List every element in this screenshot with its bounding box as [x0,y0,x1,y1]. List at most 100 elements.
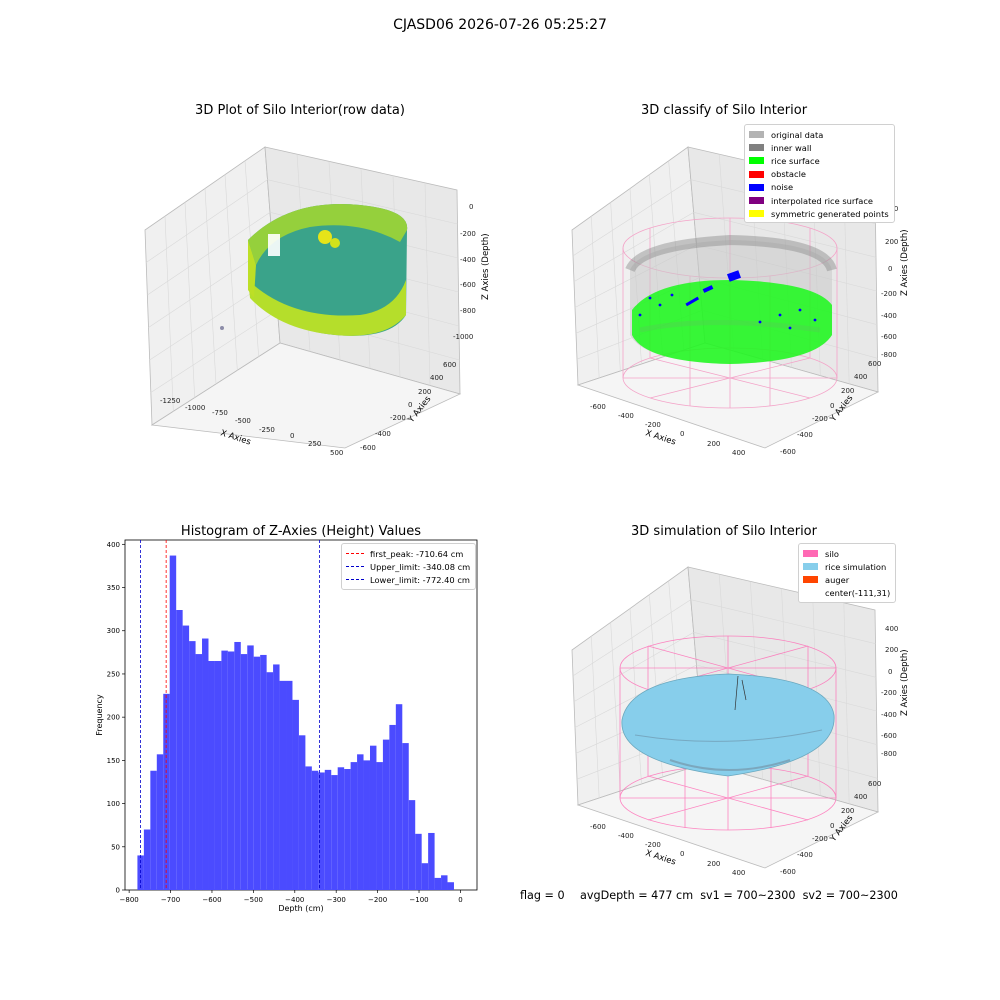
histogram-bar [363,760,370,890]
histogram-reference-lines [140,540,321,890]
simulation-legend-item: silo [803,547,890,560]
simulation-x-label: X Axies [644,848,677,867]
svg-text:200: 200 [841,807,854,815]
svg-text:-400: -400 [618,832,634,840]
histogram-bar [169,555,177,890]
classify-rice-surface [632,280,832,364]
simulation-legend-item: rice simulation [803,560,890,573]
simulation-x-ticks: -600 -400 -200 0 200 400 [590,823,745,877]
classify-legend-swatch [749,131,764,139]
histogram-bar [389,724,396,890]
classify-legend-swatch [749,157,764,165]
x-tick-label: −500 [244,896,263,904]
classify-legend-item: interpolated rice surface [749,194,889,207]
svg-text:-600: -600 [360,444,376,452]
x-tick-label: −300 [327,896,346,904]
svg-text:-200: -200 [460,230,476,238]
raw-z-label: Z Axies (Depth) [481,233,491,300]
svg-text:-250: -250 [259,426,275,434]
x-tick-label: 0 [458,896,462,904]
classify-x-label: X Axies [644,428,677,447]
svg-text:400: 400 [854,373,867,381]
histogram-x-label: Depth (cm) [278,904,323,913]
histogram-bar [344,769,351,890]
classify-legend-item: symmetric generated points [749,207,889,220]
histogram-bar [279,680,287,890]
svg-text:-400: -400 [797,431,813,439]
histogram-bar [434,877,442,890]
svg-text:-200: -200 [645,421,661,429]
classify-x-ticks: -600 -400 -200 0 200 400 [590,403,745,457]
classify-legend-swatch [749,183,764,191]
classify-legend-label: inner wall [771,142,812,153]
histogram-bars [137,555,454,890]
y-tick-label: 200 [107,714,120,722]
classify-y-ticks: 600 400 200 0 -200 -400 -600 [780,360,881,456]
histogram-legend-label: first_peak: -710.64 cm [370,548,464,559]
grid-line [843,602,850,804]
svg-text:200: 200 [707,440,720,448]
svg-text:500: 500 [330,449,343,457]
svg-text:0: 0 [888,668,892,676]
histogram-bar [408,800,416,890]
simulation-legend-item: center(-111,31) [803,587,890,600]
histogram-bar [286,680,293,890]
histogram-bar [369,745,377,890]
classify-legend-swatch [749,210,764,218]
svg-text:600: 600 [868,360,881,368]
y-tick-label: 50 [111,843,120,851]
histogram-bar [311,770,319,890]
svg-text:-400: -400 [797,851,813,859]
svg-text:-600: -600 [590,823,606,831]
histogram-bar [202,638,209,890]
histogram-bar [221,650,228,890]
histogram-bar [415,833,422,890]
x-tick-label: −700 [161,896,180,904]
x-tick-label: −100 [409,896,428,904]
histogram-bar [428,832,435,890]
histogram-bar [337,767,345,890]
classify-legend-label: rice surface [771,155,820,166]
svg-text:-800: -800 [881,351,897,359]
histogram-bar [156,754,164,890]
svg-text:0: 0 [830,822,834,830]
svg-text:600: 600 [443,361,456,369]
svg-text:-600: -600 [881,333,897,341]
svg-text:400: 400 [732,869,745,877]
histogram-bar [189,641,196,890]
histogram-bar [260,654,267,890]
histogram-bar [195,654,203,890]
raw-point-cloud [220,204,408,336]
histogram-legend-label: Upper_limit: -340.08 cm [370,561,471,572]
svg-text:0: 0 [888,265,892,273]
svg-text:-200: -200 [812,415,828,423]
classify-3d-plot: -600 -400 -200 0 200 400 X Axies 600 400… [571,146,910,457]
classify-legend-item: noise [749,181,889,194]
svg-text:0: 0 [680,850,684,858]
histogram-bar [357,754,364,890]
histogram-bar [298,735,306,890]
svg-text:-400: -400 [881,711,897,719]
y-tick-label: 400 [107,541,120,549]
histogram-legend-line [346,579,364,581]
histogram-bar [208,660,215,890]
svg-text:-1000: -1000 [453,333,473,341]
histogram-bar [150,770,157,890]
histogram-bar [441,875,448,890]
histogram-bar [240,654,248,890]
svg-text:0: 0 [830,402,834,410]
svg-text:-800: -800 [881,750,897,758]
svg-text:-600: -600 [460,281,476,289]
histogram-x-ticks: −800 −700 −600 −500 −400 −300 −200 −100 0 [120,890,463,904]
svg-text:-400: -400 [618,412,634,420]
simulation-auger [734,675,747,711]
svg-text:400: 400 [854,793,867,801]
histogram-bar [273,664,280,890]
classify-legend-swatch [749,170,764,178]
classify-legend-item: obstacle [749,168,889,181]
simulation-legend-swatch [803,550,818,558]
raw-x-ticks: -1250 -1000 -750 -500 -250 0 250 500 [160,397,343,457]
histogram-y-ticks: 0 50 100 150 200 250 300 350 400 [107,541,125,895]
x-tick-label: −800 [120,896,139,904]
svg-text:400: 400 [885,625,898,633]
